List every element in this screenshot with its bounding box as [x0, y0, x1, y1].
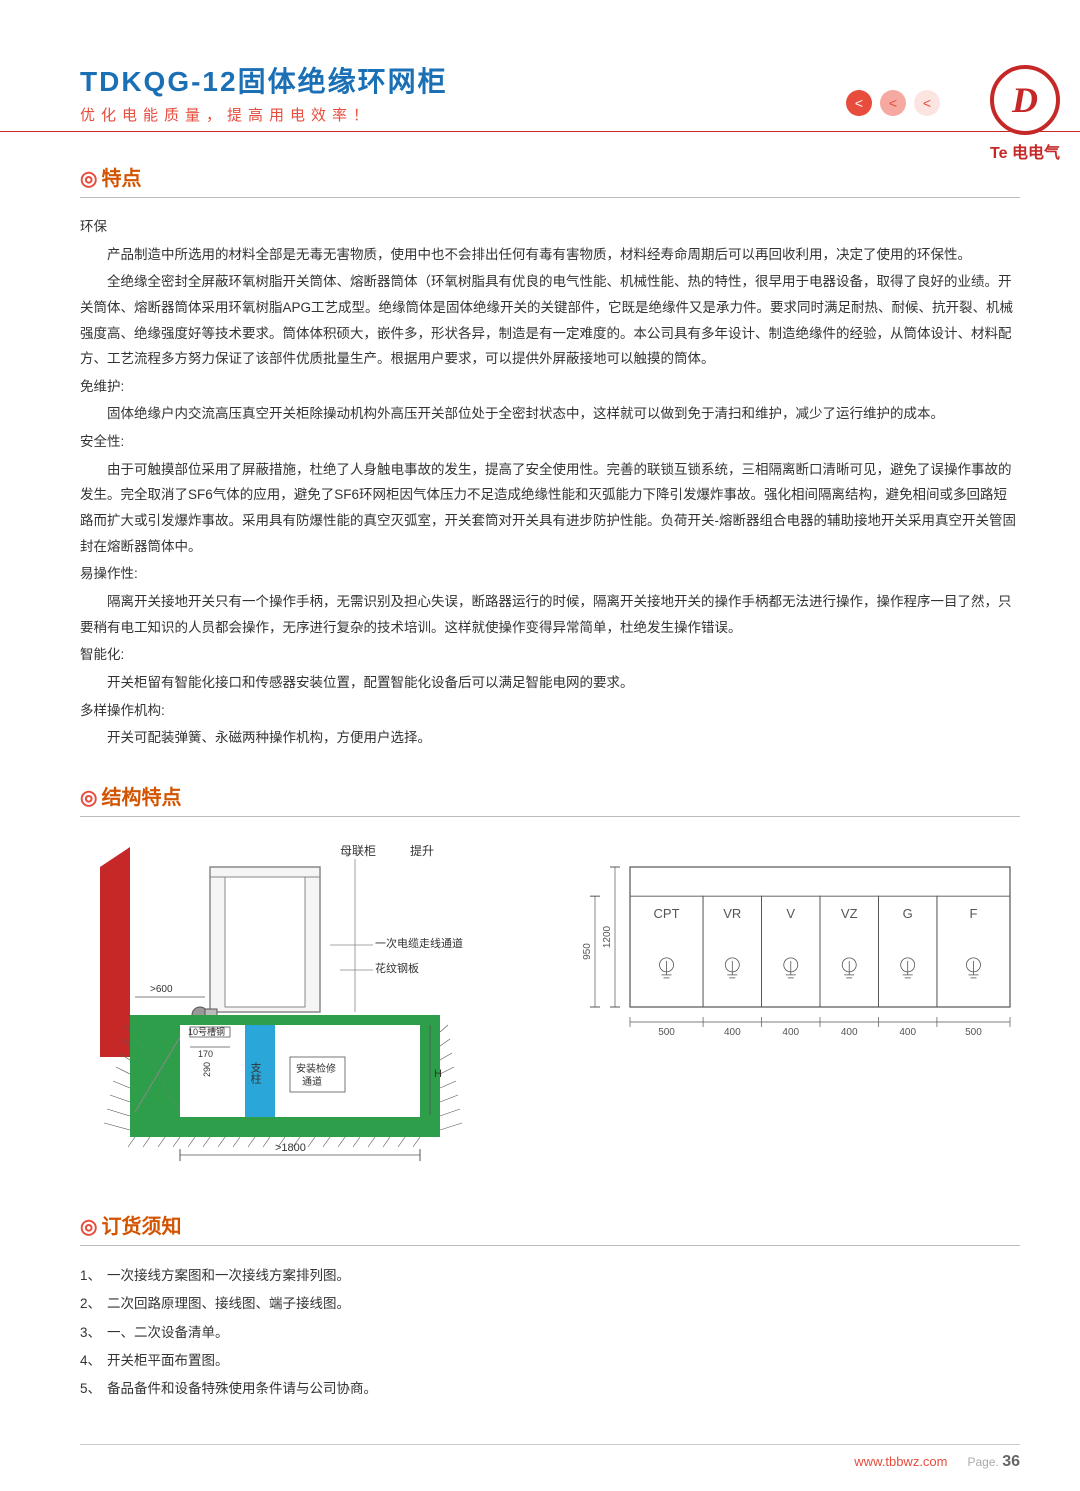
paragraph: 全绝缘全密封全屏蔽环氧树脂开关筒体、熔断器筒体（环氧树脂具有优良的电气性能、机械… [80, 269, 1020, 372]
svg-text:>600: >600 [150, 984, 173, 995]
paragraph: 产品制造中所选用的材料全部是无毒无害物质，使用中也不会排出任何有毒有害物质，材料… [80, 242, 1020, 268]
logo-text: Te 电电气 [990, 139, 1060, 163]
svg-text:安装检修: 安装检修 [296, 1062, 336, 1075]
ordering-list: 1、一次接线方案图和一次接线方案排列图。2、二次回路原理图、接线图、端子接线图。… [80, 1262, 1020, 1404]
svg-text:VR: VR [723, 906, 741, 921]
section-title: 特点 [80, 162, 1020, 191]
divider [0, 131, 1080, 132]
divider [80, 816, 1020, 817]
svg-text:290: 290 [202, 1062, 212, 1077]
svg-text:1200: 1200 [602, 925, 613, 948]
svg-text:500: 500 [658, 1027, 675, 1038]
subhead: 多样操作机构: [80, 698, 1020, 724]
page: TDKQG-12固体绝缘环网柜 优化电能质量，提高用电效率！ < < < D T… [0, 0, 1080, 1491]
list-item: 3、一、二次设备清单。 [80, 1319, 1020, 1347]
page-subtitle: 优化电能质量，提高用电效率！ [80, 104, 846, 125]
subhead: 易操作性: [80, 561, 1020, 587]
svg-text:500: 500 [965, 1027, 982, 1038]
section-features: 特点 环保 产品制造中所选用的材料全部是无毒无害物质，使用中也不会排出任何有毒有… [80, 162, 1020, 751]
paragraph: 开关柜留有智能化接口和传感器安装位置，配置智能化设备后可以满足智能电网的要求。 [80, 670, 1020, 696]
nav-dot-icon[interactable]: < [914, 90, 940, 116]
header: TDKQG-12固体绝缘环网柜 优化电能质量，提高用电效率！ < < < D T… [80, 60, 1020, 132]
paragraph: 由于可触摸部位采用了屏蔽措施，杜绝了人身触电事故的发生，提高了安全使用性。完善的… [80, 457, 1020, 560]
svg-text:F: F [969, 906, 977, 921]
list-item: 4、开关柜平面布置图。 [80, 1347, 1020, 1375]
section-ordering: 订货须知 1、一次接线方案图和一次接线方案排列图。2、二次回路原理图、接线图、端… [80, 1210, 1020, 1404]
subhead: 免维护: [80, 374, 1020, 400]
logo-icon: D [990, 65, 1060, 135]
svg-text:>1800: >1800 [275, 1142, 306, 1154]
nav-dots: < < < [846, 90, 940, 116]
svg-text:花纹钢板: 花纹钢板 [375, 961, 419, 975]
svg-text:H: H [434, 1068, 442, 1080]
nav-dot-prev-icon[interactable]: < [846, 90, 872, 116]
structure-diagram-right: CPT 500 VR 400 V 400 VZ 400 G 400 F 500 1200 950 [560, 837, 1040, 1070]
section-structure: 结构特点 母联柜 提升一次电缆走线通道花纹钢板 >600 10号槽钢 170 290 支柱 安… [80, 781, 1020, 1180]
page-label: Page. [968, 1455, 999, 1469]
list-item: 5、备品备件和设备特殊使用条件请与公司协商。 [80, 1375, 1020, 1403]
page-number: 36 [1002, 1453, 1020, 1470]
section-title: 结构特点 [80, 781, 1020, 810]
subhead: 安全性: [80, 429, 1020, 455]
svg-text:V: V [786, 906, 795, 921]
svg-text:一次电缆走线通道: 一次电缆走线通道 [375, 936, 463, 950]
divider [80, 197, 1020, 198]
section-title: 订货须知 [80, 1210, 1020, 1239]
subhead: 环保 [80, 214, 1020, 240]
paragraph: 开关可配装弹簧、永磁两种操作机构，方便用户选择。 [80, 725, 1020, 751]
structure-diagram-left: 母联柜 提升一次电缆走线通道花纹钢板 >600 10号槽钢 170 290 支柱 安装检修通道… [80, 837, 520, 1180]
svg-text:400: 400 [899, 1027, 916, 1038]
svg-text:400: 400 [841, 1027, 858, 1038]
list-item: 2、二次回路原理图、接线图、端子接线图。 [80, 1290, 1020, 1318]
svg-text:170: 170 [198, 1049, 213, 1059]
nav-dot-icon[interactable]: < [880, 90, 906, 116]
svg-text:950: 950 [582, 943, 593, 960]
subhead: 智能化: [80, 642, 1020, 668]
svg-text:提升: 提升 [410, 843, 434, 858]
footer-url: www.tbbwz.com [854, 1454, 947, 1469]
logo: D Te 电电气 [990, 65, 1060, 163]
features-body: 环保 产品制造中所选用的材料全部是无毒无害物质，使用中也不会排出任何有毒有害物质… [80, 214, 1020, 751]
paragraph: 固体绝缘户内交流高压真空开关柜除操动机构外高压开关部位处于全密封状态中，这样就可… [80, 401, 1020, 427]
svg-text:10号槽钢: 10号槽钢 [188, 1026, 225, 1037]
svg-text:400: 400 [782, 1027, 799, 1038]
svg-text:G: G [903, 906, 913, 921]
svg-text:400: 400 [724, 1027, 741, 1038]
footer: www.tbbwz.com Page. 36 [80, 1444, 1020, 1471]
page-title: TDKQG-12固体绝缘环网柜 [80, 60, 846, 100]
divider [80, 1245, 1020, 1246]
svg-text:CPT: CPT [654, 906, 680, 921]
list-item: 1、一次接线方案图和一次接线方案排列图。 [80, 1262, 1020, 1290]
svg-text:母联柜: 母联柜 [340, 844, 376, 858]
svg-text:通道: 通道 [302, 1075, 322, 1088]
paragraph: 隔离开关接地开关只有一个操作手柄，无需识别及担心失误，断路器运行的时候，隔离开关… [80, 589, 1020, 640]
svg-text:支柱: 支柱 [249, 1061, 262, 1084]
svg-text:VZ: VZ [841, 906, 858, 921]
